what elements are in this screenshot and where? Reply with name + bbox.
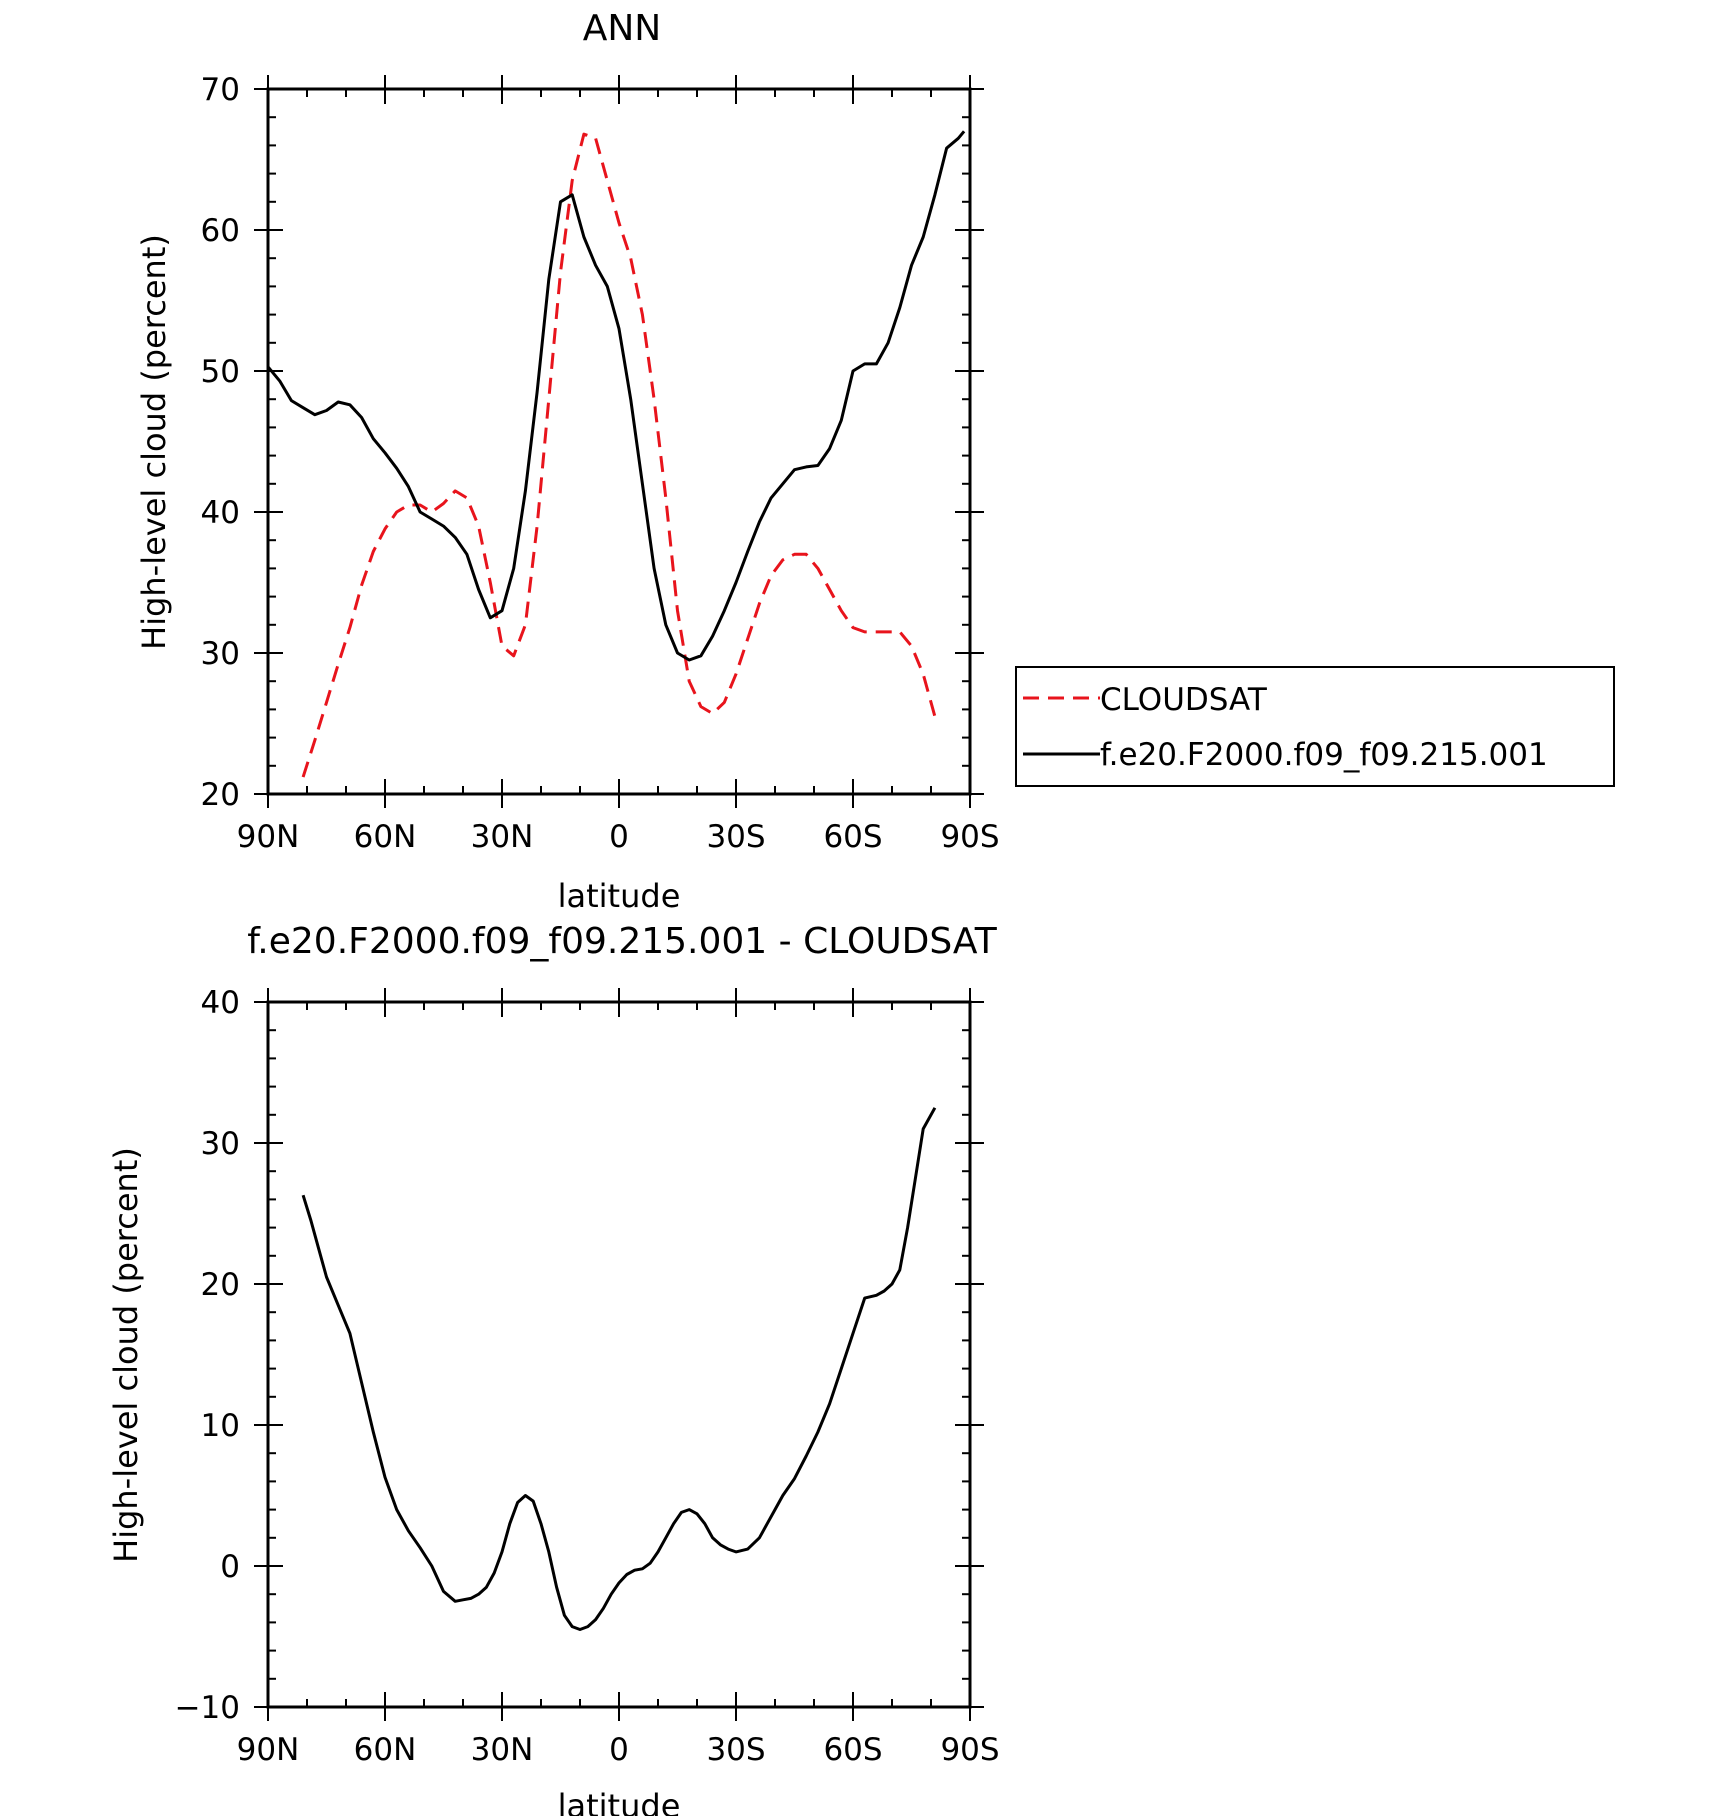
x-tick-label: 90S [940, 819, 999, 855]
legend-label-cloudsat: CLOUDSAT [1100, 682, 1268, 718]
x-axis-label: latitude [558, 877, 681, 915]
y-tick-label: 70 [201, 72, 240, 108]
chart-annual-cloud: ANN 90N 60N 30N 0 30S 60S 90S 20 30 40 50 60 70 lati… [135, 8, 1615, 915]
y-tick-label: 20 [201, 777, 240, 813]
x-tick-label: 0 [609, 819, 629, 855]
y-tick-label: 20 [201, 1267, 240, 1303]
y-axis-label: High-level cloud (percent) [107, 1147, 145, 1563]
series-line-difference [301, 1107, 937, 1631]
series-line-f-e20-f2000-f09-f09-215-001 [266, 130, 966, 662]
y-tick-label: 40 [201, 985, 240, 1021]
chart-difference: f.e20.F2000.f09_f09.215.001 - CLOUDSAT 9… [107, 921, 1000, 1816]
x-tick-label: 60N [354, 819, 417, 855]
y-tick-label: 50 [201, 354, 240, 390]
x-tick-label: 60N [354, 1732, 417, 1768]
x-tick-label: 60S [823, 819, 882, 855]
plot-frame [266, 87, 972, 796]
y-tick-label: 30 [201, 636, 240, 672]
y-tick-label: 60 [201, 213, 240, 249]
y-tick-label: 40 [201, 495, 240, 531]
legend-box [1015, 666, 1615, 787]
plot-frame [266, 1000, 972, 1709]
chart-title: f.e20.F2000.f09_f09.215.001 - CLOUDSAT [247, 921, 997, 962]
x-axis-label: latitude [558, 1787, 681, 1816]
x-tick-label: 90N [237, 1732, 300, 1768]
x-tick-label: 30N [471, 1732, 534, 1768]
x-tick-label: 30S [706, 819, 765, 855]
chart-title: ANN [583, 8, 662, 49]
x-tick-label: 60S [823, 1732, 882, 1768]
y-tick-label: 30 [201, 1126, 240, 1162]
legend: CLOUDSAT f.e20.F2000.f09_f09.215.001 [1015, 666, 1615, 787]
x-tick-label: 90S [940, 1732, 999, 1768]
x-tick-label: 30S [706, 1732, 765, 1768]
x-tick-label: 90N [237, 819, 300, 855]
y-tick-label: −10 [175, 1690, 240, 1726]
y-tick-label: 0 [220, 1549, 240, 1585]
x-tick-label: 30N [471, 819, 534, 855]
legend-label-model: f.e20.F2000.f09_f09.215.001 [1100, 737, 1548, 773]
y-axis-label: High-level cloud (percent) [135, 234, 173, 650]
x-tick-label: 0 [609, 1732, 629, 1768]
y-tick-label: 10 [201, 1408, 240, 1444]
series-line-cloudsat [301, 132, 937, 778]
